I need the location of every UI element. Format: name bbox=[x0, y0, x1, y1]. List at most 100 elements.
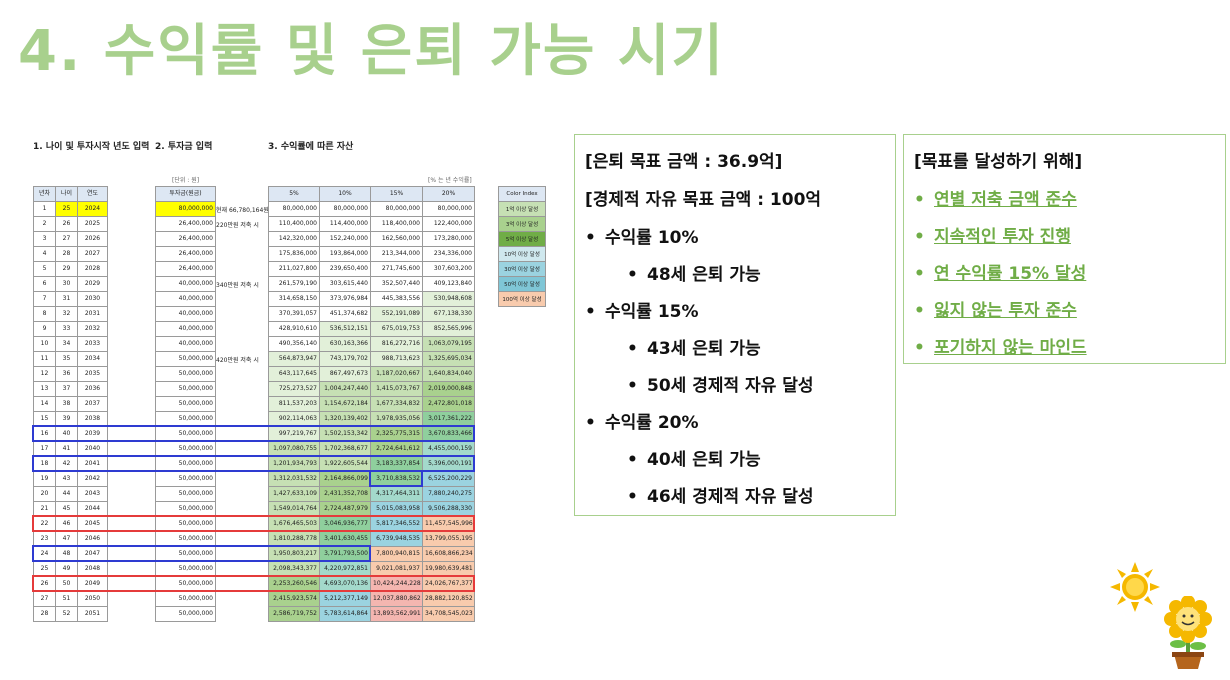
table-cell: 2045 bbox=[77, 516, 108, 532]
table-row: 50,000,000 bbox=[155, 576, 216, 592]
table-cell: 2028 bbox=[77, 261, 108, 277]
table-row: 50,000,000 bbox=[155, 501, 216, 517]
table-row: 2,415,923,574 5,212,377,149 12,037,880,862… bbox=[268, 591, 475, 607]
table-row: 40,000,000 bbox=[155, 306, 216, 322]
table-cell: 50,000,000 bbox=[155, 351, 216, 367]
table-cell: 373,976,984 bbox=[319, 291, 371, 307]
table-cell: 5,817,346,552 bbox=[370, 516, 423, 532]
table-cell: 12,037,880,862 bbox=[370, 591, 423, 607]
table-cell: 80,000,000 bbox=[268, 201, 320, 217]
table-row: 24 48 2047 bbox=[33, 546, 108, 562]
table-cell: 677,138,330 bbox=[422, 306, 475, 322]
table-cell: 142,320,000 bbox=[268, 231, 320, 247]
investment-note: 현재 66,780,164원 bbox=[216, 207, 269, 214]
column-header: 연도 bbox=[77, 186, 108, 202]
age-year-table: 년차 나이 연도 1 25 2024 2 26 2025 3 27 2026 4 28 2027 5 29 202… bbox=[33, 186, 108, 622]
table-row: 28 52 2051 bbox=[33, 606, 108, 622]
table-cell: 530,948,608 bbox=[422, 291, 475, 307]
table-cell: 50,000,000 bbox=[155, 411, 216, 427]
table-cell: 370,391,057 bbox=[268, 306, 320, 322]
section-label-age: 1. 나이 및 투자시작 년도 입력 bbox=[33, 142, 150, 152]
table-cell: 3,401,630,455 bbox=[319, 531, 371, 547]
legend-label: 30억 이상 달성 bbox=[498, 261, 546, 277]
table-row: 80,000,000 bbox=[155, 201, 216, 217]
section-label-assets: 3. 수익률에 따른 자산 bbox=[268, 142, 354, 152]
table-cell: 5,396,000,191 bbox=[422, 456, 475, 472]
legend-label: 100억 이상 달성 bbox=[498, 291, 546, 307]
table-cell: 50,000,000 bbox=[155, 396, 216, 412]
table-row: 10 34 2033 bbox=[33, 336, 108, 352]
table-cell: 118,400,000 bbox=[370, 216, 423, 232]
column-header: 투자금(원금) bbox=[155, 186, 216, 202]
table-row: 40,000,000 bbox=[155, 321, 216, 337]
table-cell: 80,000,000 bbox=[155, 201, 216, 217]
table-cell: 40,000,000 bbox=[155, 276, 216, 292]
table-row: 2 26 2025 bbox=[33, 216, 108, 232]
table-cell: 193,864,000 bbox=[319, 246, 371, 262]
table-row: 564,873,947 743,179,702 988,713,623 1,325,6… bbox=[268, 351, 475, 367]
table-cell: 45 bbox=[55, 501, 78, 517]
table-row: 110,400,000 114,400,000 118,400,000 122,400… bbox=[268, 216, 475, 232]
goal-item: • 포기하지 않는 마인드 bbox=[914, 338, 1087, 358]
table-cell: 50,000,000 bbox=[155, 531, 216, 547]
table-cell: 811,537,203 bbox=[268, 396, 320, 412]
table-cell: 40,000,000 bbox=[155, 336, 216, 352]
table-cell: 261,579,190 bbox=[268, 276, 320, 292]
legend-label: 50억 이상 달성 bbox=[498, 276, 546, 292]
table-cell: 2031 bbox=[77, 306, 108, 322]
goal-item: • 연 수익률 15% 달성 bbox=[914, 264, 1087, 284]
table-cell: 28 bbox=[55, 246, 78, 262]
table-cell: 22 bbox=[33, 516, 56, 532]
legend-label: 10억 이상 달성 bbox=[498, 246, 546, 262]
table-cell: 2,472,801,018 bbox=[422, 396, 475, 412]
table-cell: 867,497,673 bbox=[319, 366, 371, 382]
table-cell: 14 bbox=[33, 396, 56, 412]
legend-item: 10억 이상 달성 bbox=[498, 246, 546, 262]
table-row: 25 49 2048 bbox=[33, 561, 108, 577]
retirement-target: [은퇴 목표 금액 : 36.9억] bbox=[585, 152, 783, 172]
table-cell: 2029 bbox=[77, 276, 108, 292]
table-cell: 152,240,000 bbox=[319, 231, 371, 247]
table-cell: 314,658,150 bbox=[268, 291, 320, 307]
rate-20-freedom: • 46세 경제적 자유 달성 bbox=[627, 487, 814, 507]
table-cell: 2042 bbox=[77, 471, 108, 487]
table-cell: 50,000,000 bbox=[155, 366, 216, 382]
table-row: 9 33 2032 bbox=[33, 321, 108, 337]
table-row: 17 41 2040 bbox=[33, 441, 108, 457]
table-cell: 1,549,014,764 bbox=[268, 501, 320, 517]
table-cell: 997,219,767 bbox=[268, 426, 320, 442]
goal-item: • 연별 저축 금액 준수 bbox=[914, 190, 1077, 210]
table-cell: 9,506,288,330 bbox=[422, 501, 475, 517]
table-cell: 1,201,934,793 bbox=[268, 456, 320, 472]
table-cell: 13,799,055,195 bbox=[422, 531, 475, 547]
table-cell: 2,098,343,377 bbox=[268, 561, 320, 577]
table-row: 26 50 2049 bbox=[33, 576, 108, 592]
table-cell: 12 bbox=[33, 366, 56, 382]
table-cell: 3,017,361,222 bbox=[422, 411, 475, 427]
table-cell: 490,356,140 bbox=[268, 336, 320, 352]
table-cell: 4 bbox=[33, 246, 56, 262]
table-cell: 2 bbox=[33, 216, 56, 232]
table-cell: 26 bbox=[33, 576, 56, 592]
table-cell: 2,724,641,612 bbox=[370, 441, 423, 457]
table-cell: 1,154,672,184 bbox=[319, 396, 371, 412]
table-cell: 2,724,487,979 bbox=[319, 501, 371, 517]
table-row: 2,586,719,752 5,783,614,864 13,893,562,991… bbox=[268, 606, 475, 622]
table-cell: 902,114,063 bbox=[268, 411, 320, 427]
table-cell: 5,015,083,958 bbox=[370, 501, 423, 517]
table-cell: 2038 bbox=[77, 411, 108, 427]
table-row: 18 42 2041 bbox=[33, 456, 108, 472]
table-cell: 162,560,000 bbox=[370, 231, 423, 247]
table-row: 50,000,000 bbox=[155, 486, 216, 502]
sun-icon bbox=[1110, 562, 1160, 612]
table-row: 6 30 2029 bbox=[33, 276, 108, 292]
table-cell: 36 bbox=[55, 366, 78, 382]
table-row: 15 39 2038 bbox=[33, 411, 108, 427]
table-cell: 1,004,247,440 bbox=[319, 381, 371, 397]
table-row: 19 43 2042 bbox=[33, 471, 108, 487]
table-cell: 80,000,000 bbox=[422, 201, 475, 217]
table-row: 50,000,000 bbox=[155, 366, 216, 382]
table-cell: 50,000,000 bbox=[155, 516, 216, 532]
table-cell: 2049 bbox=[77, 576, 108, 592]
table-cell: 40,000,000 bbox=[155, 291, 216, 307]
